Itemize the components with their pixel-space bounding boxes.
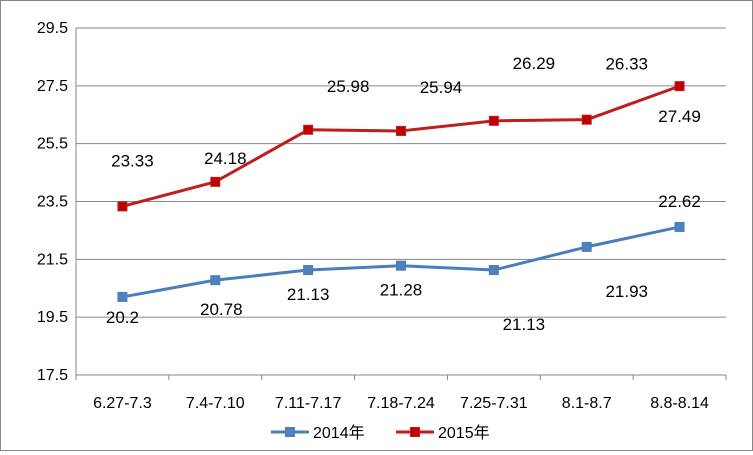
series-line-1 [122,84,681,208]
data-point-marker [210,275,221,286]
legend-swatch-marker [410,427,420,437]
y-tick-label: 21.5 [37,251,68,268]
y-tick-label: 19.5 [37,309,68,326]
data-point-marker [210,176,221,187]
data-label: 27.49 [658,107,701,126]
legend-label: 2014年 [313,424,365,442]
x-tick-label: 7.25-7.31 [460,395,528,412]
data-label: 21.28 [380,281,423,300]
x-tick-label: 8.8-8.14 [650,395,709,412]
data-point-marker [303,124,314,135]
y-axis: 17.5 19.5 21.5 23.5 25.5 27.5 29.5 [37,20,77,384]
gridlines [76,27,726,318]
y-tick-label: 17.5 [37,367,68,384]
data-point-marker [303,265,314,276]
legend-label: 2015年 [438,424,490,442]
x-tick-label: 7.4-7.10 [186,395,245,412]
data-label: 25.94 [420,78,463,97]
data-label: 21.13 [287,285,330,304]
data-point-marker [396,260,406,271]
data-label: 21.13 [503,315,546,334]
x-tick-label: 6.27-7.3 [93,395,152,412]
data-label: 20.78 [200,300,243,319]
data-labels: 20.2 20.78 21.13 21.28 21.13 21.93 22.62 23.33 2… [106,54,701,334]
data-point-marker [117,201,128,212]
x-axis: 6.27-7.3 7.4-7.10 7.11-7.17 7.18-7.24 7.25-7… [75,374,727,412]
data-label: 21.93 [605,282,648,301]
data-label: 26.29 [513,54,556,73]
data-point-marker [674,81,685,92]
data-label: 22.62 [658,192,701,211]
x-tick-label: 7.18-7.24 [367,395,435,412]
data-label: 20.2 [106,308,139,327]
x-tick-label: 7.11-7.17 [275,395,342,412]
data-point-marker [581,241,592,252]
x-tick-label: 8.1-8.7 [562,395,612,412]
y-tick-label: 29.5 [37,20,68,37]
data-label: 23.33 [111,151,154,170]
series-group [117,81,685,302]
data-point-marker [581,114,592,125]
y-tick-label: 25.5 [37,136,68,153]
y-tick-label: 23.5 [37,194,68,211]
data-point-marker [674,221,685,232]
data-label: 25.98 [327,77,370,96]
data-point-marker [488,115,499,126]
data-label: 24.18 [204,149,247,168]
data-point-marker [488,265,499,276]
legend-swatch-marker [285,427,295,437]
legend: 2014年 2015年 [271,424,490,442]
y-tick-label: 27.5 [37,78,68,95]
data-point-marker [117,291,128,302]
data-point-marker [396,125,406,136]
data-label: 26.33 [605,55,648,74]
